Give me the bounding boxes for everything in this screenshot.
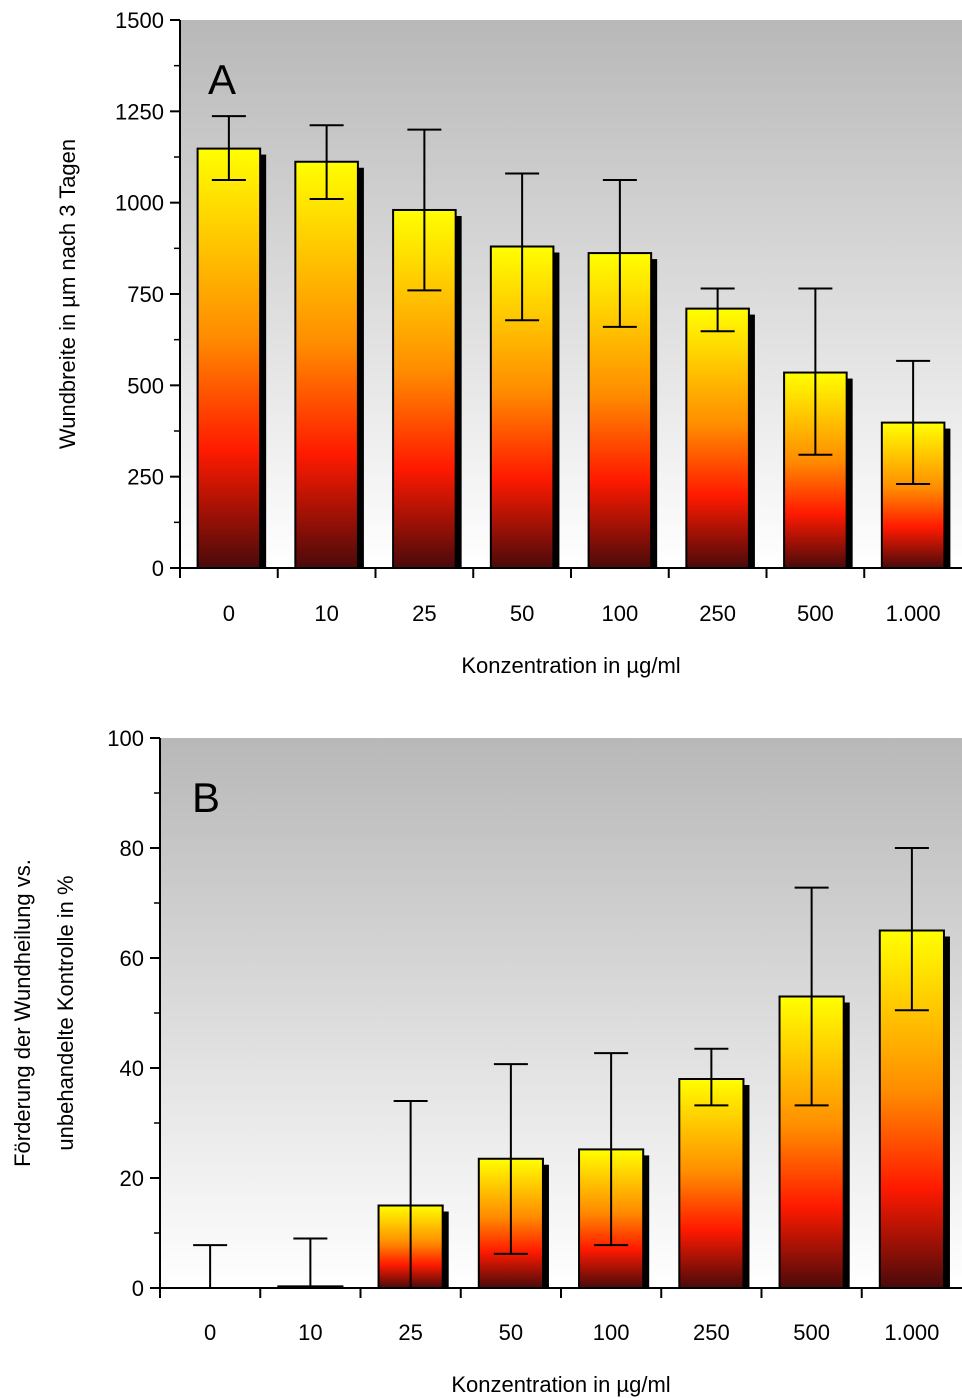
y-tick-label: 750	[127, 282, 164, 307]
x-tick-label: 25	[398, 1320, 422, 1345]
x-tick-label: 100	[602, 601, 639, 626]
x-tick-label: 1.000	[884, 1320, 939, 1345]
x-tick-label: 25	[412, 601, 436, 626]
y-tick-label: 100	[107, 726, 144, 751]
y-tick-label: 80	[120, 836, 144, 861]
y-tick-label: 500	[127, 373, 164, 398]
x-tick-label: 10	[298, 1320, 322, 1345]
x-tick-label: 250	[699, 601, 736, 626]
y-axis-title-line: unbehandelte Kontrolle in %	[53, 875, 78, 1150]
x-tick-label: 500	[793, 1320, 830, 1345]
bar	[294, 160, 359, 569]
x-tick-label: 1.000	[886, 601, 941, 626]
y-tick-label: 20	[120, 1166, 144, 1191]
x-tick-label: 10	[314, 601, 338, 626]
bar	[196, 147, 262, 570]
x-tick-label: 50	[510, 601, 534, 626]
y-tick-label: 1000	[115, 191, 164, 216]
chart-panel-a: 0 250 500 750 1000 1250 1500 0 10 25 50 100 250 500 1.…	[55, 8, 962, 678]
x-tick-label: 0	[223, 601, 235, 626]
panel-label: B	[192, 774, 220, 821]
chart-panel-b: 0 20 40 60 80 100 0 10 25 50 100 250 500 1.000 Konzent…	[10, 726, 962, 1397]
y-tick-label: 40	[120, 1056, 144, 1081]
panel-label: A	[208, 56, 236, 103]
y-axis-title: Wundbreite in µm nach 3 Tagen	[55, 139, 80, 449]
y-tick-label: 250	[127, 465, 164, 490]
x-tick-label: 250	[693, 1320, 730, 1345]
bar	[678, 1078, 745, 1289]
x-axis-title: Konzentration in µg/ml	[461, 653, 680, 678]
x-tick-label: 0	[204, 1320, 216, 1345]
x-axis-title: Konzentration in µg/ml	[451, 1372, 670, 1397]
x-tick-label: 50	[499, 1320, 523, 1345]
bar	[685, 307, 750, 569]
y-tick-label: 0	[152, 556, 164, 581]
x-tick-label: 500	[797, 601, 834, 626]
y-tick-label: 1500	[115, 8, 164, 33]
y-tick-label: 0	[132, 1276, 144, 1301]
y-tick-label: 1250	[115, 99, 164, 124]
y-axis-title-line: Förderung der Wundheilung vs.	[10, 859, 35, 1167]
y-tick-label: 60	[120, 946, 144, 971]
x-tick-label: 100	[593, 1320, 630, 1345]
